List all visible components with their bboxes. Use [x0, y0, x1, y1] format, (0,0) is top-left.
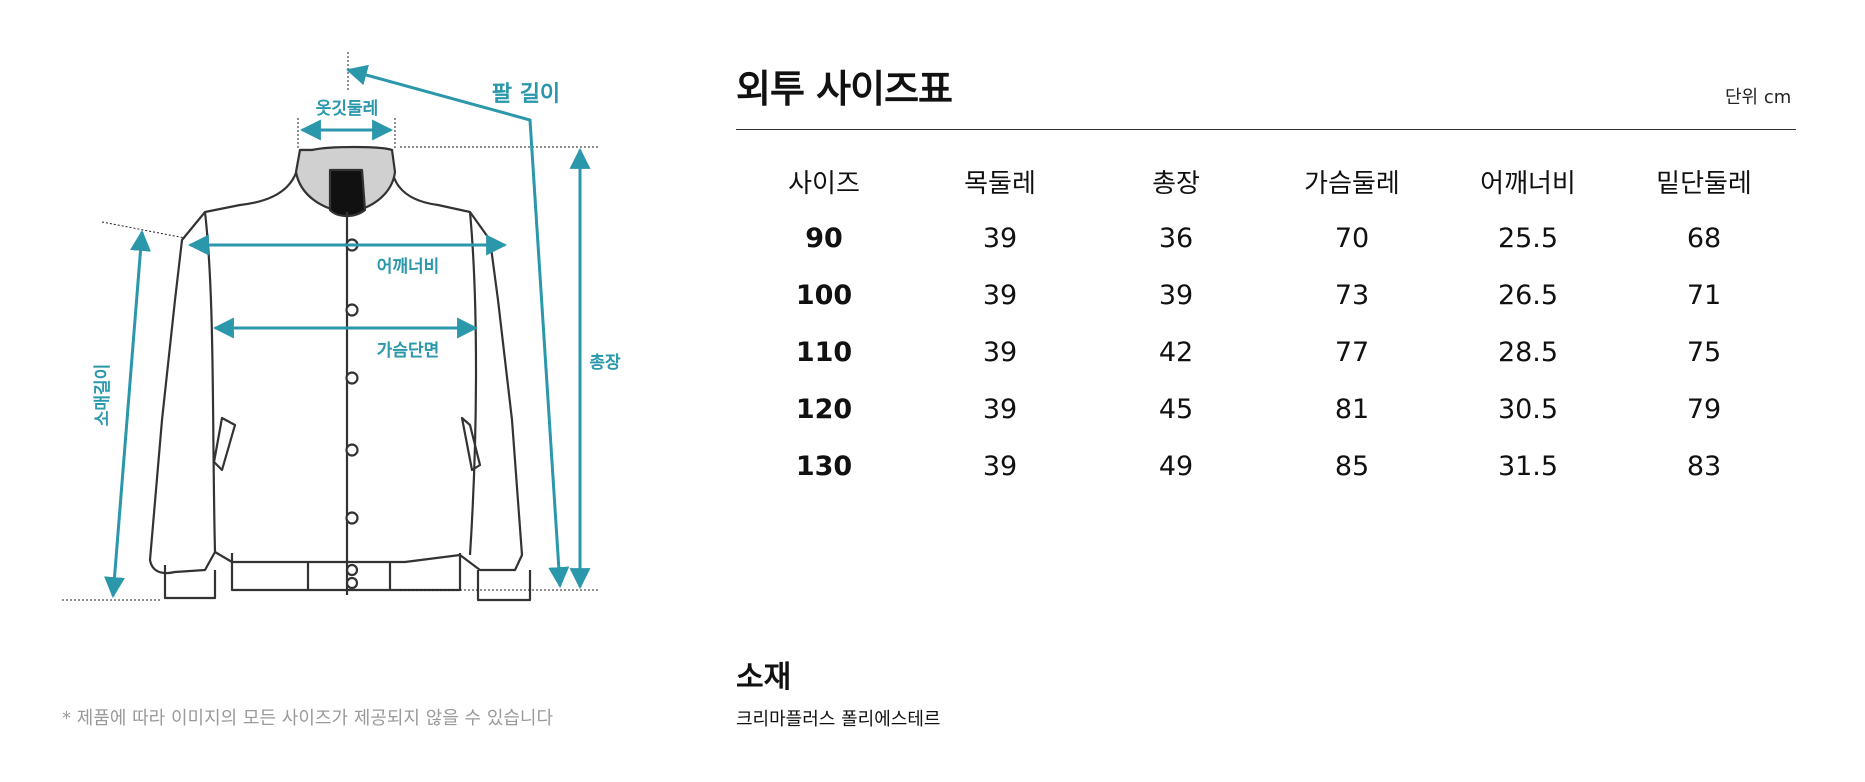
- material-title: 소재: [736, 660, 792, 695]
- table-cell: 42: [1158, 337, 1194, 368]
- table-cell: 36: [1158, 223, 1194, 254]
- unit-label: 단위 cm: [1725, 87, 1792, 108]
- table-cell: 31.5: [1497, 451, 1559, 482]
- table-cell: 39: [982, 223, 1018, 254]
- jacket-diagram: 옷깃둘레 팔 길이 어깨너비 가슴단면 총장 소매길이: [62, 52, 621, 602]
- table-cell: 73: [1334, 280, 1370, 311]
- header-neck: 목둘레: [964, 169, 1036, 199]
- table-cell: 75: [1686, 337, 1722, 368]
- table-row: 130 39 49 85 31.5 83: [736, 438, 1792, 495]
- collar-label: 옷깃둘레: [316, 99, 379, 119]
- table-cell: 49: [1158, 451, 1194, 482]
- table-cell: 39: [982, 337, 1018, 368]
- table-header-row: 사이즈 목둘레 총장 가슴둘레 어깨너비 밑단둘레: [736, 153, 1792, 210]
- table-cell: 100: [795, 280, 853, 311]
- arm-length-label: 팔 길이: [492, 82, 560, 107]
- table-cell: 130: [795, 451, 853, 482]
- header-shoulder: 어깨너비: [1480, 169, 1576, 199]
- table-cell: 77: [1334, 337, 1370, 368]
- chest-label: 가슴단면: [377, 341, 440, 361]
- table-cell: 39: [982, 280, 1018, 311]
- sleeve-arrow: [104, 229, 151, 599]
- material-value: 크리마플러스 폴리에스테르: [736, 709, 941, 730]
- table-cell: 90: [805, 223, 843, 254]
- table-cell: 26.5: [1497, 280, 1559, 311]
- size-chart-title: 외투 사이즈표: [736, 67, 953, 111]
- table-cell: 71: [1686, 280, 1722, 311]
- jacket-outline-icon: [148, 145, 532, 602]
- table-cell: 79: [1686, 394, 1722, 425]
- table-row: 90 39 36 70 25.5 68: [736, 210, 1792, 267]
- total-length-label: 총장: [589, 353, 621, 373]
- table-cell: 30.5: [1497, 394, 1559, 425]
- table-cell: 45: [1158, 394, 1194, 425]
- header-hem: 밑단둘레: [1656, 169, 1752, 199]
- header-size: 사이즈: [788, 169, 860, 199]
- table-cell: 70: [1334, 223, 1370, 254]
- header-chest: 가슴둘레: [1304, 169, 1400, 199]
- sleeve-label: 소매길이: [93, 364, 113, 427]
- table-cell: 39: [982, 394, 1018, 425]
- table-row: 100 39 39 73 26.5 71: [736, 267, 1792, 324]
- table-row: 120 39 45 81 30.5 79: [736, 381, 1792, 438]
- table-cell: 28.5: [1497, 337, 1559, 368]
- divider: [736, 129, 1796, 130]
- table-cell: 39: [1158, 280, 1194, 311]
- table-cell: 81: [1334, 394, 1370, 425]
- header-length: 총장: [1152, 169, 1200, 199]
- arm-length-arrow: [345, 64, 570, 589]
- table-cell: 83: [1686, 451, 1722, 482]
- disclaimer-text: * 제품에 따라 이미지의 모든 사이즈가 제공되지 않을 수 있습니다: [62, 708, 554, 729]
- table-cell: 120: [795, 394, 853, 425]
- size-table: 사이즈 목둘레 총장 가슴둘레 어깨너비 밑단둘레 90 39 36 70 25…: [736, 153, 1792, 495]
- table-cell: 39: [982, 451, 1018, 482]
- table-cell: 25.5: [1497, 223, 1559, 254]
- table-cell: 110: [795, 337, 853, 368]
- table-row: 110 39 42 77 28.5 75: [736, 324, 1792, 381]
- table-cell: 68: [1686, 223, 1722, 254]
- shoulder-label: 어깨너비: [377, 257, 440, 277]
- table-cell: 85: [1334, 451, 1370, 482]
